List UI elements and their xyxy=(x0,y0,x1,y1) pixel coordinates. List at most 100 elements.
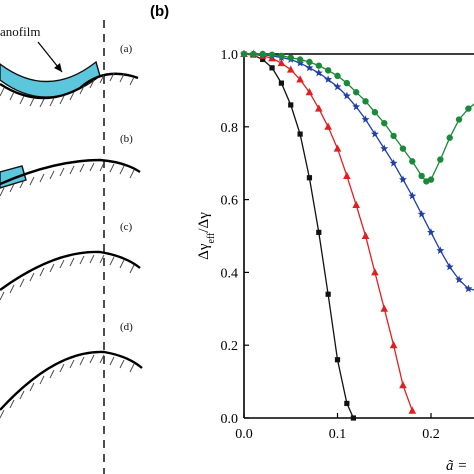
data-point xyxy=(260,56,266,63)
x-tick-label: 0.1 xyxy=(329,427,347,442)
data-point xyxy=(417,210,426,218)
data-point xyxy=(370,129,379,138)
data-point xyxy=(446,134,453,141)
data-point xyxy=(240,50,248,58)
sub-label-c: (c) xyxy=(120,221,133,233)
y-tick-label: 0.2 xyxy=(221,339,239,354)
data-point xyxy=(296,58,305,67)
sub-label-b: (b) xyxy=(120,133,133,145)
surface-curve-a xyxy=(0,72,139,100)
data-point xyxy=(277,58,286,67)
data-point xyxy=(350,415,356,421)
data-point xyxy=(314,68,323,77)
data-point xyxy=(278,80,284,86)
surface-curve-c xyxy=(0,250,141,291)
data-point xyxy=(296,56,304,63)
data-point xyxy=(408,191,417,200)
x-tick-label: 0.0 xyxy=(235,427,253,442)
data-point xyxy=(296,75,304,83)
schematic-panel: anofilm (a) (b) (c) xyxy=(0,20,143,474)
data-point xyxy=(361,115,370,123)
data-point xyxy=(390,132,397,140)
data-point xyxy=(409,158,416,165)
film-label: anofilm xyxy=(0,24,40,39)
data-point xyxy=(399,175,407,183)
data-point xyxy=(305,63,314,72)
data-point xyxy=(353,89,360,96)
data-point xyxy=(418,172,425,180)
x-axis-title: ã = xyxy=(446,458,467,474)
hatching-b xyxy=(0,162,135,197)
data-point xyxy=(371,109,379,116)
data-point xyxy=(324,67,332,74)
y-tick-label: 0.8 xyxy=(221,121,239,136)
data-point xyxy=(427,228,435,236)
panel-label-b: (b) xyxy=(150,3,169,20)
sub-label-a: (a) xyxy=(120,43,133,55)
series-circle xyxy=(240,50,474,185)
data-point xyxy=(324,122,332,130)
data-point xyxy=(445,262,454,271)
data-point xyxy=(464,284,473,293)
series-star xyxy=(240,49,474,293)
series-triangle xyxy=(240,49,417,414)
data-point xyxy=(342,91,351,100)
y-tick-label: 0.0 xyxy=(221,412,239,427)
series-line xyxy=(243,53,413,411)
data-point xyxy=(324,75,333,83)
series-line xyxy=(243,53,354,419)
hatching-c xyxy=(0,254,135,301)
data-point xyxy=(381,119,388,127)
series-square xyxy=(241,51,356,421)
data-point xyxy=(288,102,294,108)
data-point xyxy=(380,144,389,152)
data-point xyxy=(269,65,275,71)
data-point xyxy=(315,104,323,112)
surface-curve-b xyxy=(0,158,141,186)
data-point xyxy=(352,102,361,111)
data-point xyxy=(427,176,435,183)
y-axis-title: Δγeff/Δγ xyxy=(196,212,217,260)
data-point xyxy=(436,246,445,254)
y-tick-label: 1.0 xyxy=(221,48,239,63)
series-line xyxy=(244,53,474,291)
data-point xyxy=(389,341,398,349)
data-point xyxy=(325,291,331,297)
data-point xyxy=(455,275,463,284)
data-point xyxy=(250,50,257,58)
data-point xyxy=(408,406,417,414)
data-point xyxy=(344,400,350,407)
data-point xyxy=(455,116,463,123)
data-point xyxy=(286,65,295,73)
data-point xyxy=(306,58,313,66)
y-tick-label: 0.6 xyxy=(221,194,239,209)
data-point xyxy=(259,50,266,58)
data-point xyxy=(352,200,360,209)
data-point xyxy=(334,357,341,363)
sub-label-d: (d) xyxy=(120,321,133,333)
hatching-d xyxy=(0,354,135,419)
data-point xyxy=(305,88,314,96)
hatching-a xyxy=(0,72,135,108)
data-point xyxy=(343,171,351,179)
y-ticks: 0.0 0.2 0.4 0.6 0.8 1.0 xyxy=(221,48,249,427)
data-point xyxy=(361,231,370,239)
chart-panel: (b) Δγeff/Δγ ã = 0.00.20.40.60.81.0 0.0 0… xyxy=(150,3,474,474)
data-point xyxy=(316,229,322,235)
film-arrow-head xyxy=(54,63,62,72)
data-point xyxy=(315,62,322,69)
data-point xyxy=(399,145,407,152)
data-point xyxy=(389,159,398,167)
data-point xyxy=(333,144,342,152)
data-point xyxy=(306,175,313,181)
data-point xyxy=(399,381,407,389)
data-point xyxy=(268,51,276,58)
y-tick-label: 0.4 xyxy=(221,266,239,281)
data-point xyxy=(465,105,472,112)
data-point xyxy=(380,304,389,312)
data-point xyxy=(287,54,294,61)
x-tick-label: 0.2 xyxy=(422,427,440,442)
x-ticks: 0.0 0.1 0.2 xyxy=(235,413,440,442)
series-layer xyxy=(240,49,474,421)
